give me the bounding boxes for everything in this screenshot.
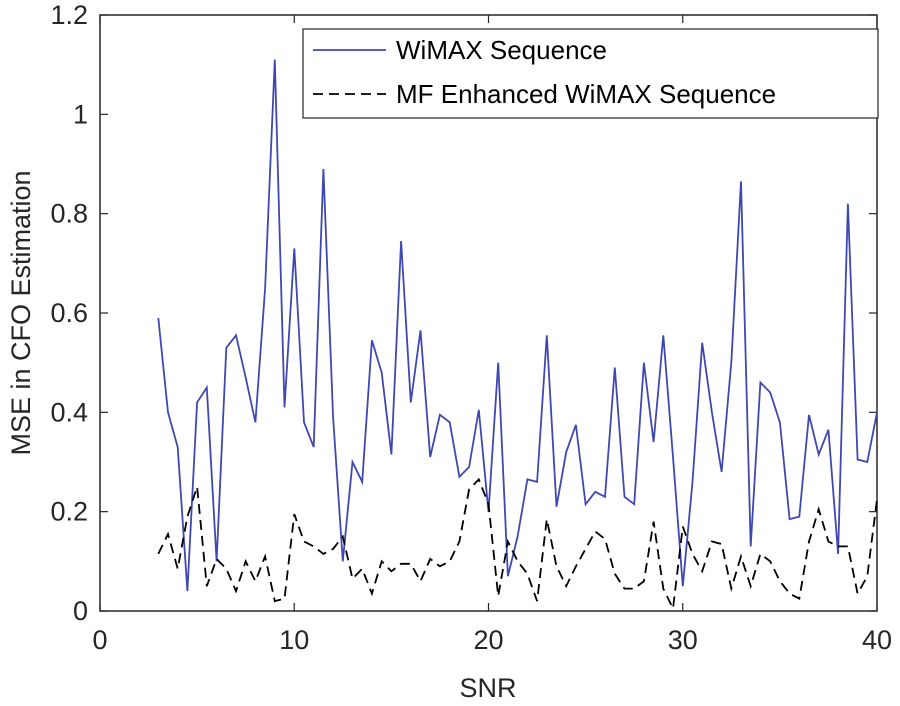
- y-tick-label: 0: [73, 596, 88, 626]
- y-tick-label: 0.6: [50, 298, 88, 328]
- x-axis-label: SNR: [459, 673, 516, 703]
- series-line-wimax: [157, 59, 878, 592]
- y-tick-label: 0.4: [50, 397, 88, 427]
- legend: WiMAX Sequence MF Enhanced WiMAX Sequenc…: [302, 28, 879, 119]
- series-line-mf-enhanced: [157, 477, 878, 612]
- legend-label-mf-enhanced: MF Enhanced WiMAX Sequence: [396, 79, 776, 109]
- axis-ticks: 0 10 20 30 40 0 0.2 0.4 0.6 0.8 1 1.2: [50, 0, 892, 655]
- y-tick-label: 1.2: [50, 0, 88, 30]
- legend-label-wimax: WiMAX Sequence: [396, 35, 607, 65]
- x-tick-label: 10: [279, 625, 309, 655]
- y-axis-label: MSE in CFO Estimation: [6, 170, 36, 455]
- x-tick-label: 0: [92, 625, 107, 655]
- x-tick-label: 40: [862, 625, 892, 655]
- y-tick-label: 0.8: [50, 199, 88, 229]
- series-layer: [157, 59, 878, 612]
- x-tick-label: 20: [473, 625, 503, 655]
- y-tick-label: 1: [73, 99, 88, 129]
- y-tick-label: 0.2: [50, 497, 88, 527]
- legend-box: [302, 28, 879, 119]
- x-tick-label: 30: [668, 625, 698, 655]
